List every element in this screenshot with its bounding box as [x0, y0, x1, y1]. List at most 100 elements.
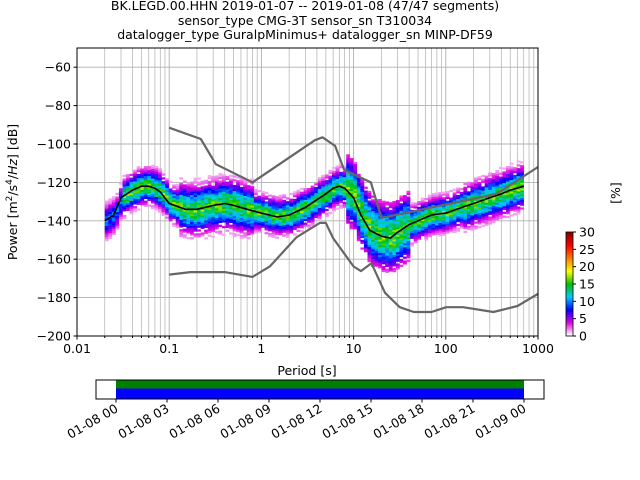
- heat-cell: [310, 199, 315, 202]
- heat-cell: [392, 225, 397, 229]
- heat-cell: [197, 202, 201, 205]
- heat-cell: [434, 211, 439, 214]
- heat-cell: [463, 225, 468, 228]
- heat-cell: [158, 199, 162, 202]
- heat-cell: [104, 227, 109, 230]
- heat-cell: [417, 229, 422, 233]
- heat-cell: [463, 190, 468, 193]
- heat-cell: [207, 188, 212, 191]
- heat-cell: [186, 237, 191, 240]
- heat-cell: [257, 214, 262, 218]
- heat-cell: [488, 178, 493, 181]
- heat-cell: [481, 203, 485, 206]
- heat-cell: [221, 178, 226, 181]
- heat-cell: [143, 191, 148, 194]
- heat-cell: [420, 234, 425, 237]
- heat-cell: [502, 180, 507, 184]
- heat-cell: [417, 206, 422, 209]
- heat-cell: [193, 200, 198, 203]
- nlnm-curve: [169, 221, 538, 314]
- heat-cell: [498, 212, 503, 216]
- heat-cell: [122, 209, 127, 212]
- heat-cell: [250, 197, 255, 200]
- heat-cell: [470, 222, 475, 226]
- heat-cell: [165, 178, 169, 181]
- heat-cell: [168, 207, 173, 210]
- heat-cell: [136, 187, 141, 190]
- heat-cell: [253, 192, 258, 196]
- heat-cell: [207, 182, 212, 185]
- heat-cell: [474, 213, 478, 217]
- heat-cell: [466, 220, 471, 223]
- heat-cell: [371, 220, 375, 223]
- heat-cell: [442, 210, 446, 213]
- heat-cell: [456, 227, 461, 230]
- heat-cell: [232, 185, 237, 188]
- heat-cell: [477, 199, 482, 202]
- heat-cell: [502, 190, 507, 193]
- heat-cell: [410, 215, 414, 218]
- heat-cell: [477, 216, 482, 219]
- heat-cell: [516, 196, 521, 200]
- heat-cell: [182, 205, 187, 208]
- heat-cell: [282, 203, 287, 206]
- heat-cell: [218, 213, 223, 216]
- heat-cell: [406, 236, 411, 240]
- heat-cell: [505, 187, 510, 190]
- heat-cell: [172, 209, 177, 212]
- heat-cell: [108, 230, 113, 234]
- heat-cell: [285, 222, 290, 225]
- heat-cell: [129, 198, 134, 201]
- heat-cell: [147, 171, 152, 175]
- heat-cell: [307, 199, 311, 202]
- heat-cell: [207, 209, 212, 212]
- heat-cell: [197, 191, 201, 194]
- heat-cell: [111, 211, 116, 214]
- heat-cell: [356, 214, 361, 217]
- heat-cell: [420, 212, 425, 216]
- heat-cell: [175, 226, 180, 229]
- heat-cell: [392, 216, 397, 219]
- heat-cell: [399, 210, 404, 214]
- heat-cell: [495, 169, 500, 173]
- heat-cell: [271, 212, 276, 215]
- colorbar-step: [566, 334, 573, 337]
- heat-cell: [225, 198, 230, 202]
- heat-cell: [331, 176, 336, 179]
- heat-cell: [442, 233, 446, 237]
- heat-cell: [246, 217, 251, 221]
- heat-cell: [484, 206, 489, 209]
- heat-cell: [477, 181, 482, 185]
- heat-cell: [360, 191, 365, 194]
- heat-cell: [498, 176, 503, 179]
- heat-cell: [179, 190, 184, 194]
- colorbar-step: [566, 244, 573, 247]
- heat-cell: [214, 179, 219, 182]
- heat-cell: [349, 223, 354, 226]
- heat-cell: [367, 238, 372, 242]
- heat-cell: [495, 212, 500, 215]
- heat-cell: [381, 204, 386, 207]
- heat-cell: [360, 232, 365, 235]
- heat-cell: [236, 180, 240, 183]
- heat-cell: [239, 181, 244, 184]
- heat-cell: [168, 190, 173, 193]
- heat-cell: [147, 181, 152, 184]
- heat-cell: [207, 175, 212, 178]
- heat-cell: [108, 204, 113, 207]
- heat-cell: [363, 215, 368, 218]
- heat-cell: [321, 186, 326, 189]
- heat-cell: [520, 193, 525, 197]
- heat-cell: [452, 217, 457, 220]
- heat-cell: [488, 210, 493, 214]
- colorbar-step: [566, 271, 573, 274]
- heat-cell: [126, 199, 130, 202]
- heat-cell: [388, 254, 393, 257]
- heat-cell: [392, 262, 397, 265]
- heat-cell: [434, 227, 439, 230]
- heat-cell: [438, 224, 443, 227]
- heat-cell: [321, 178, 326, 181]
- heat-cell: [413, 206, 418, 209]
- heat-cell: [346, 213, 351, 217]
- heat-cell: [104, 221, 109, 224]
